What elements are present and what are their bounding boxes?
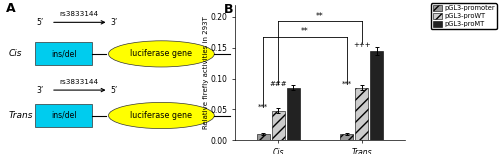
Text: **: ** — [301, 27, 309, 36]
Ellipse shape — [108, 102, 214, 129]
Bar — [340, 134, 353, 140]
Text: ***: *** — [342, 81, 351, 87]
Text: Trans: Trans — [8, 111, 33, 120]
Legend: pGL3-promoter, pGL3-proWT, pGL3-proMT: pGL3-promoter, pGL3-proWT, pGL3-proMT — [430, 3, 496, 29]
Ellipse shape — [108, 41, 214, 67]
Bar — [272, 111, 285, 140]
Text: ###: ### — [270, 81, 287, 87]
Text: 5’: 5’ — [111, 86, 118, 95]
Bar — [286, 88, 300, 140]
Text: +++: +++ — [353, 42, 370, 48]
Text: rs3833144: rs3833144 — [59, 11, 98, 17]
Text: luciferase gene: luciferase gene — [130, 49, 192, 58]
Text: rs3833144: rs3833144 — [59, 79, 98, 85]
Text: 3’: 3’ — [111, 18, 118, 27]
Text: 5’: 5’ — [37, 18, 44, 27]
FancyBboxPatch shape — [35, 104, 92, 127]
Text: Cis: Cis — [8, 49, 22, 58]
Text: luciferase gene: luciferase gene — [130, 111, 192, 120]
Text: ins/del: ins/del — [51, 111, 76, 120]
Bar — [355, 88, 368, 140]
Text: A: A — [6, 2, 16, 15]
Text: **: ** — [316, 12, 324, 21]
Y-axis label: Relative firefly activities in 293T: Relative firefly activities in 293T — [203, 16, 209, 129]
Text: ***: *** — [258, 103, 268, 109]
Bar — [256, 134, 270, 140]
Bar — [370, 51, 384, 140]
Text: ins/del: ins/del — [51, 49, 76, 58]
Text: 3’: 3’ — [37, 86, 44, 95]
FancyBboxPatch shape — [35, 42, 92, 65]
Text: B: B — [224, 3, 234, 16]
